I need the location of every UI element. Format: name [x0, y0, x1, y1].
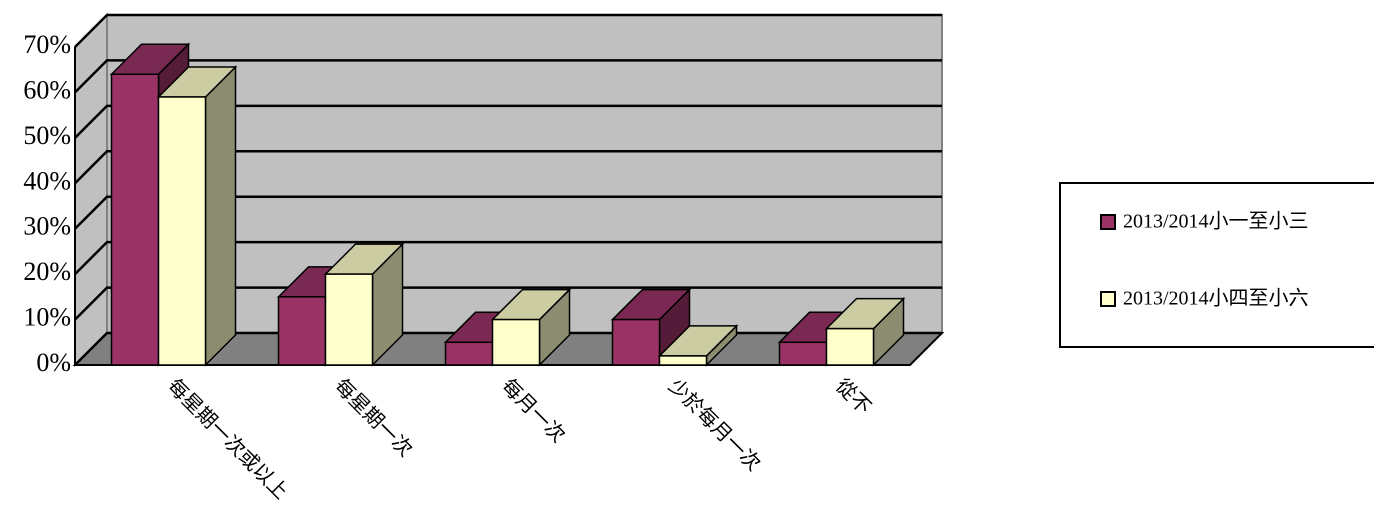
grid-line: [74, 286, 942, 321]
bar: [611, 318, 661, 366]
bar: [157, 96, 207, 366]
grid-line: [74, 240, 942, 276]
legend-box: [1059, 182, 1374, 348]
legend-label: 2013/2014小四至小六: [1123, 287, 1309, 310]
bar: [277, 296, 327, 366]
grid-line: [74, 150, 942, 185]
y-tick-label: 10%: [23, 303, 71, 332]
bar: [778, 341, 828, 366]
legend-swatch: [1100, 291, 1116, 307]
bar: [444, 341, 494, 366]
x-tick-label: 每月一次: [497, 374, 570, 447]
bar: [324, 273, 374, 366]
bar: [110, 73, 160, 366]
legend-swatch: [1100, 214, 1116, 230]
y-tick-label: 20%: [23, 257, 71, 286]
y-tick-label: 70%: [23, 30, 71, 59]
grid-line: [74, 13, 942, 48]
legend-label: 2013/2014小一至小三: [1123, 210, 1309, 233]
bar: [658, 355, 708, 366]
bar: [825, 327, 875, 366]
grid-line: [74, 59, 942, 94]
y-tick-label: 60%: [23, 75, 71, 104]
x-tick-label: 每星期一次或以上: [163, 374, 292, 503]
x-tick-label: 從不: [831, 374, 876, 419]
y-tick-label: 0%: [36, 348, 71, 377]
grid-line: [74, 104, 942, 139]
y-tick-label: 30%: [23, 212, 71, 241]
y-tick-label: 50%: [23, 121, 71, 150]
x-tick-label: 少於每月一次: [664, 374, 765, 475]
side-wall: [74, 12, 108, 368]
y-tick-label: 40%: [23, 166, 71, 195]
bar-side: [204, 65, 237, 367]
grid-line: [74, 195, 942, 230]
x-tick-label: 每星期一次: [330, 374, 417, 461]
bar: [491, 318, 541, 366]
